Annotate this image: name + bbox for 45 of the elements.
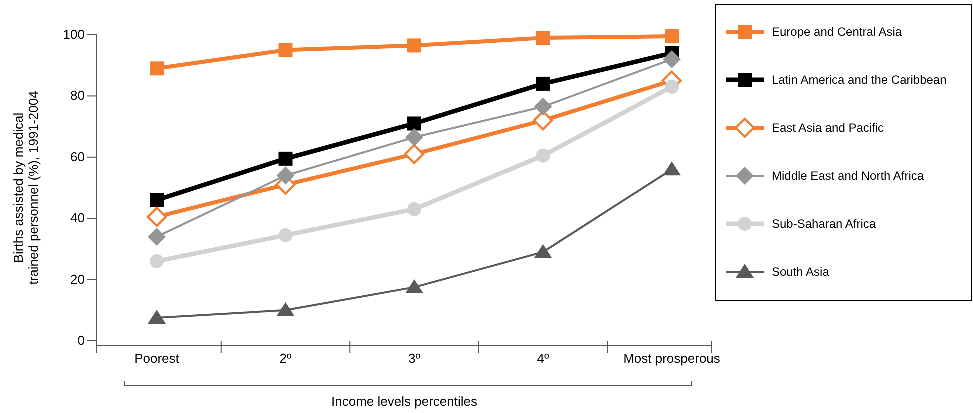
point bbox=[150, 62, 164, 76]
point bbox=[536, 76, 550, 91]
point bbox=[404, 144, 425, 164]
point bbox=[534, 244, 552, 258]
point bbox=[278, 228, 293, 242]
point bbox=[536, 31, 550, 46]
point bbox=[665, 30, 679, 44]
point bbox=[278, 43, 293, 58]
point bbox=[406, 128, 424, 147]
point bbox=[150, 193, 164, 208]
point bbox=[276, 166, 295, 185]
point bbox=[148, 310, 166, 324]
legend-label: Latin America and the Caribbean bbox=[772, 73, 947, 87]
point bbox=[278, 152, 293, 166]
x-tick-label: Poorest bbox=[134, 351, 180, 366]
y-tick-label: 60 bbox=[70, 149, 85, 164]
y-tick-label: 40 bbox=[70, 210, 85, 226]
y-axis-title: Births assisted by medical trained personnel (%), 1991-2004 bbox=[11, 91, 41, 285]
x-tick-label: 4º bbox=[537, 351, 550, 366]
point bbox=[406, 279, 424, 294]
x-axis-title: Income levels percentiles bbox=[332, 394, 478, 409]
x-tick-label: 3º bbox=[408, 351, 421, 366]
legend-label: Middle East and North Africa bbox=[772, 169, 924, 183]
point bbox=[408, 38, 422, 53]
point bbox=[148, 228, 166, 246]
x-tick-label: 2º bbox=[280, 351, 292, 366]
legend-label: Sub-Saharan Africa bbox=[772, 217, 876, 231]
point bbox=[663, 162, 681, 176]
x-tick-label: Most prosperous bbox=[624, 351, 721, 366]
point bbox=[408, 116, 422, 131]
point bbox=[665, 80, 679, 94]
point bbox=[146, 206, 168, 228]
y-tick-label: 100 bbox=[63, 27, 85, 42]
point bbox=[150, 254, 164, 268]
point bbox=[663, 50, 681, 68]
y-tick-label: 20 bbox=[70, 272, 85, 287]
legend-label: South Asia bbox=[772, 265, 830, 279]
y-tick-label: 0 bbox=[78, 333, 85, 348]
point bbox=[276, 302, 295, 316]
legend-label: Europe and Central Asia bbox=[772, 25, 902, 39]
point bbox=[534, 98, 552, 116]
legend-label: East Asia and Pacific bbox=[772, 121, 884, 135]
point bbox=[408, 202, 422, 216]
point bbox=[536, 148, 550, 163]
y-tick-label: 80 bbox=[70, 88, 85, 104]
